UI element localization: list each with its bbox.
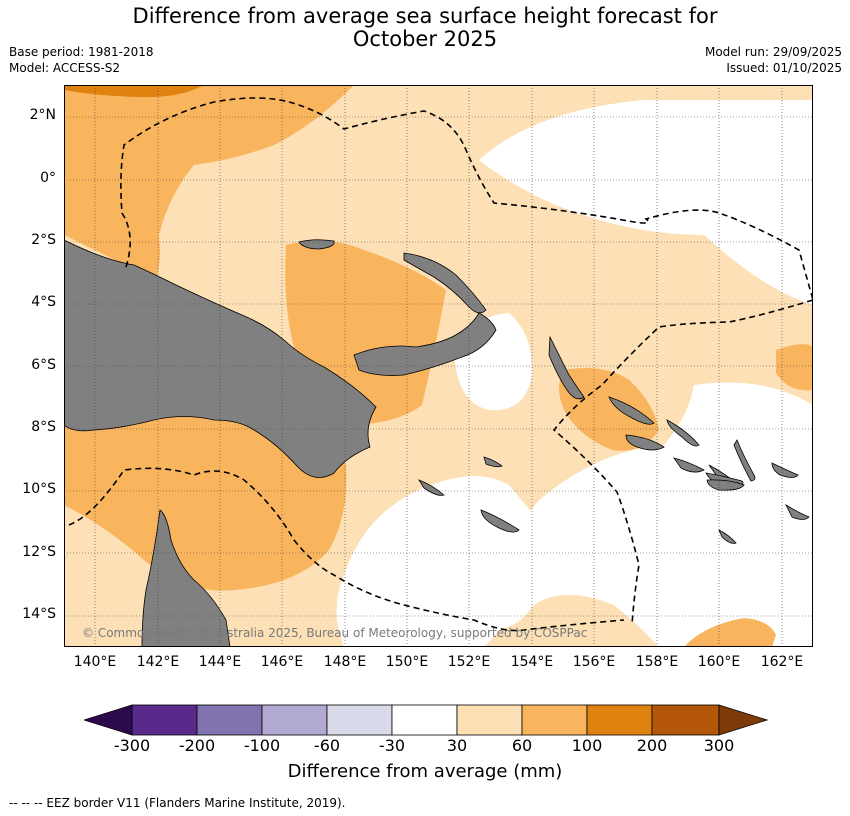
colorbar-label-30: 30 xyxy=(446,736,468,755)
colorbar-label-200: 200 xyxy=(636,736,668,755)
guadalcanal-island xyxy=(625,434,665,451)
lat-label-0: 0° xyxy=(40,170,56,186)
issued-text: Issued: 01/10/2025 xyxy=(726,61,842,75)
colorbar-seg-1 xyxy=(131,704,198,736)
lon-label-156e: 156°E xyxy=(572,654,616,670)
anomaly-band-60-100-coral xyxy=(64,409,347,591)
colorbar-seg-6 xyxy=(456,704,523,736)
small-island-1 xyxy=(483,456,503,468)
sea-surface-height-map: © Commonwealth of Australia 2025, Bureau… xyxy=(64,85,813,647)
anomaly-band-neutral-east xyxy=(484,382,813,647)
new-ireland-island xyxy=(403,252,487,314)
lon-label-160e: 160°E xyxy=(697,654,741,670)
colorbar-label-m200: -200 xyxy=(178,736,216,755)
lon-label-142e: 142°E xyxy=(136,654,180,670)
colorbar-label-m100: -100 xyxy=(243,736,281,755)
lat-label-10s: 10°S xyxy=(22,481,56,497)
cape-york-peninsula xyxy=(141,509,231,647)
lon-label-152e: 152°E xyxy=(447,654,491,670)
map-title-line2: October 2025 xyxy=(352,27,498,51)
colorbar-label-m30: -30 xyxy=(378,736,406,755)
lon-label-140e: 140°E xyxy=(73,654,117,670)
anomaly-band-60-100-northwest xyxy=(64,85,354,280)
lat-label-2n: 2°N xyxy=(29,107,56,123)
colorbar-seg-8 xyxy=(586,704,653,736)
colorbar-seg-7 xyxy=(521,704,588,736)
lat-label-6s: 6°S xyxy=(31,357,56,373)
bougainville-island xyxy=(548,335,585,400)
eez-footnote: -- -- -- EEZ border V11 (Flanders Marine… xyxy=(9,796,346,810)
makira-island xyxy=(673,457,705,473)
map-frame xyxy=(64,85,813,647)
colorbar-seg-9 xyxy=(651,704,720,736)
colorbar-seg-2 xyxy=(196,704,263,736)
anomaly-band-60-100-southeast xyxy=(684,618,776,647)
colorbar-extend-low xyxy=(84,704,133,736)
colorbar-label-60: 60 xyxy=(511,736,533,755)
malaita-island xyxy=(666,419,700,447)
lon-label-150e: 150°E xyxy=(385,654,429,670)
colorbar-label-100: 100 xyxy=(571,736,603,755)
colorbar xyxy=(84,704,768,736)
vanuatu-islands-chain xyxy=(733,439,756,482)
new-britain-island xyxy=(353,312,497,376)
colorbar-label-300: 300 xyxy=(703,736,735,755)
lon-label-146e: 146°E xyxy=(260,654,304,670)
lon-label-158e: 158°E xyxy=(635,654,679,670)
anomaly-band-100-200 xyxy=(64,85,204,97)
lat-label-12s: 12°S xyxy=(22,544,56,560)
louisiade-islands xyxy=(480,509,520,533)
lon-label-144e: 144°E xyxy=(198,654,242,670)
model-text: Model: ACCESS-S2 xyxy=(9,61,121,75)
colorbar-seg-3 xyxy=(261,704,328,736)
colorbar-label-m60: -60 xyxy=(313,736,341,755)
lat-label-8s: 8°S xyxy=(31,419,56,435)
vanuatu-efate xyxy=(771,462,799,478)
anomaly-band-60-100-east xyxy=(776,344,813,391)
lat-label-2s: 2°S xyxy=(31,232,56,248)
base-period-text: Base period: 1981-2018 xyxy=(9,45,154,59)
anomaly-band-neutral-north xyxy=(479,100,813,305)
small-island-3 xyxy=(785,503,810,520)
new-caledonia-north xyxy=(706,479,745,491)
anomaly-band-60-100-solomon xyxy=(559,367,659,451)
lon-label-148e: 148°E xyxy=(323,654,367,670)
model-run-text: Model run: 29/09/2025 xyxy=(704,45,842,59)
lat-label-4s: 4°S xyxy=(31,294,56,310)
lon-label-154e: 154°E xyxy=(510,654,554,670)
trobriand-island xyxy=(418,479,445,496)
anomaly-band-neutral-south xyxy=(336,476,534,647)
lon-label-162e: 162°E xyxy=(760,654,804,670)
colorbar-label-m300: -300 xyxy=(113,736,151,755)
eez-borders xyxy=(68,97,813,632)
lat-label-14s: 14°S xyxy=(22,606,56,622)
colorbar-seg-4 xyxy=(326,704,393,736)
map-title-line1: Difference from average sea surface heig… xyxy=(132,4,718,28)
copyright-text: © Commonwealth of Australia 2025, Bureau… xyxy=(82,626,587,640)
colorbar-extend-high xyxy=(718,704,768,736)
santa-isabel-island xyxy=(608,396,655,425)
small-island-2 xyxy=(718,529,737,544)
graticule-grid xyxy=(64,85,813,647)
colorbar-title: Difference from average (mm) xyxy=(287,761,563,782)
colorbar-seg-5 xyxy=(391,704,458,736)
